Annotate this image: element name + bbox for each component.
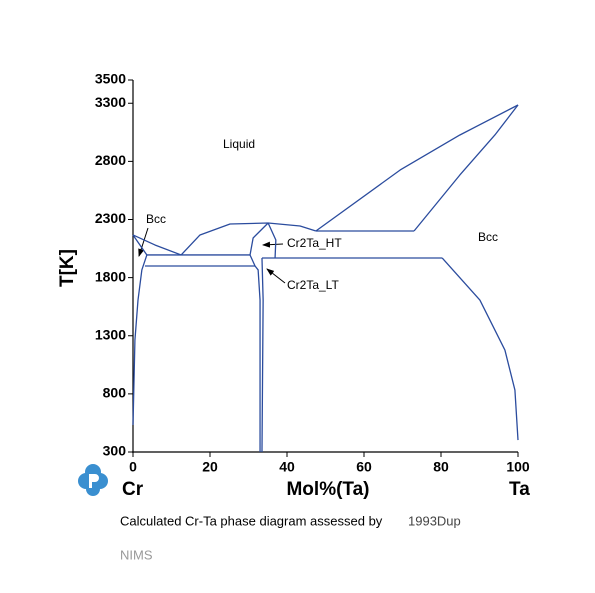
phase-boundary <box>315 104 519 232</box>
y-tick-label: 300 <box>103 443 127 459</box>
phase-boundary <box>249 222 269 267</box>
phase-boundary <box>132 234 182 256</box>
x-tick-label: 80 <box>433 459 449 475</box>
footer: NIMS <box>120 547 153 562</box>
y-tick-label: 1300 <box>95 326 126 342</box>
arrow <box>138 227 149 257</box>
region-label: Liquid <box>223 137 255 151</box>
region-label: Cr2Ta_LT <box>287 278 339 292</box>
phase-boundary <box>441 257 519 441</box>
y-axis-label: T[K] <box>57 249 78 287</box>
region-label: Bcc <box>146 212 166 226</box>
x-tick-label: 0 <box>129 459 137 475</box>
right-element: Ta <box>509 479 530 500</box>
phase-boundary <box>261 257 264 453</box>
y-tick-label: 2300 <box>95 210 126 226</box>
phase-boundary <box>267 222 277 259</box>
phase-boundary <box>132 254 148 426</box>
x-tick-label: 40 <box>279 459 295 475</box>
phase-boundary <box>254 265 261 452</box>
region-label: Cr2Ta_HT <box>287 236 342 250</box>
y-tick-label: 1800 <box>95 268 126 284</box>
x-tick-label: 100 <box>506 459 530 475</box>
y-tick-label: 2800 <box>95 152 126 168</box>
phase-boundary <box>413 104 519 232</box>
x-axis-label: Mol%(Ta) <box>286 479 369 500</box>
region-label: Bcc <box>478 230 498 244</box>
x-tick-label: 60 <box>356 459 372 475</box>
arrow <box>262 241 284 248</box>
y-tick-label: 800 <box>103 385 127 401</box>
reference-link[interactable]: 1993Dup <box>408 513 461 528</box>
logo <box>78 464 108 496</box>
y-tick-label: 3500 <box>95 71 126 87</box>
phase-boundary <box>180 222 317 256</box>
x-tick-label: 20 <box>202 459 218 475</box>
arrow <box>266 268 286 284</box>
left-element: Cr <box>122 479 144 500</box>
y-tick-label: 3300 <box>95 94 126 110</box>
phase-boundary <box>132 234 148 256</box>
caption: Calculated Cr-Ta phase diagram assessed … <box>120 513 383 528</box>
